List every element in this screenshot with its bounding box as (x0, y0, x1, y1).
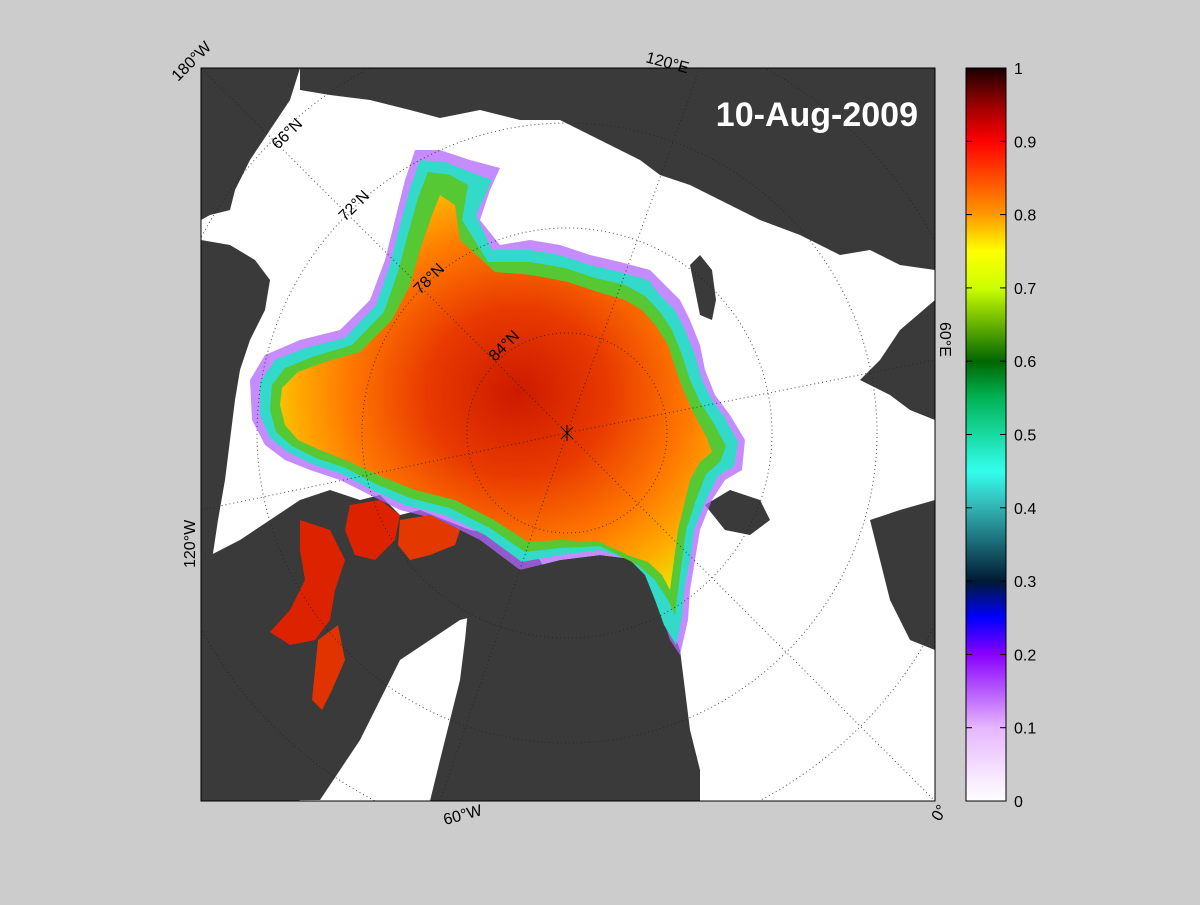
graticule (201, 68, 935, 801)
lat-circle-84 (466, 332, 668, 534)
colorbar-tick-label: 0.5 (1014, 428, 1036, 445)
colorbar-tick-label: 0 (1014, 794, 1023, 811)
lon-label-60w: 60°W (442, 802, 485, 829)
lat-circle-78 (361, 227, 773, 639)
colorbar-tick-label: 0.7 (1014, 281, 1036, 298)
meridian-60e (566, 359, 935, 434)
sea-ice-layer (250, 150, 745, 710)
colorbar-gradient (965, 67, 1007, 802)
lon-label-60e: 60°E (936, 322, 953, 357)
land-north-europe (870, 500, 935, 650)
colorbar-tick-label: 0.2 (1014, 647, 1036, 664)
lon-label-0: 0° (929, 802, 951, 824)
land-alaska (201, 68, 300, 220)
colorbar-tick-label: 0.3 (1014, 574, 1036, 591)
lon-label-120w: 120°W (182, 519, 199, 568)
date-label: 10-Aug-2009 (716, 96, 918, 134)
meridian-60w (439, 432, 568, 801)
map-panel: 66°N 72°N 78°N 84°N 10-Aug-2009 (201, 68, 935, 801)
ice-archipelago-channels (270, 520, 345, 645)
ice-archipelago-channels-3 (312, 625, 345, 710)
ice-archipelago-channels-2 (345, 500, 400, 560)
colorbar-tick-label: 0.6 (1014, 354, 1036, 371)
ice-nares (398, 515, 460, 560)
meridian-0 (566, 432, 935, 801)
land-baffin (201, 690, 300, 801)
colorbar-tick-label: 0.1 (1014, 721, 1036, 738)
land-canada-west (201, 240, 270, 620)
land-layer (201, 68, 935, 801)
land-svalbard (705, 490, 770, 535)
lat-circle-72 (256, 122, 878, 744)
land-greenland (430, 555, 700, 801)
map-border (200, 67, 936, 802)
land-siberia (300, 68, 935, 270)
land-novaya-zemlya (690, 255, 716, 320)
colorbar-ticks: 0 0.1 0.2 0.3 0.4 0.5 0.6 0.7 0.8 0.9 1 (966, 61, 1036, 811)
land-scandinavia (860, 300, 935, 420)
colorbar: 0 0.1 0.2 0.3 0.4 0.5 0.6 0.7 0.8 0.9 1 (965, 61, 1036, 811)
meridian-120e (566, 68, 701, 434)
north-pole-marker (560, 425, 574, 441)
land-canadian-archipelago (201, 490, 550, 801)
ice-main-body (280, 195, 712, 590)
colorbar-tick-label: 1 (1014, 61, 1023, 78)
colorbar-tick-label: 0.4 (1014, 501, 1036, 518)
colorbar-tick-label: 0.9 (1014, 134, 1036, 151)
colorbar-tick-label: 0.8 (1014, 208, 1036, 225)
